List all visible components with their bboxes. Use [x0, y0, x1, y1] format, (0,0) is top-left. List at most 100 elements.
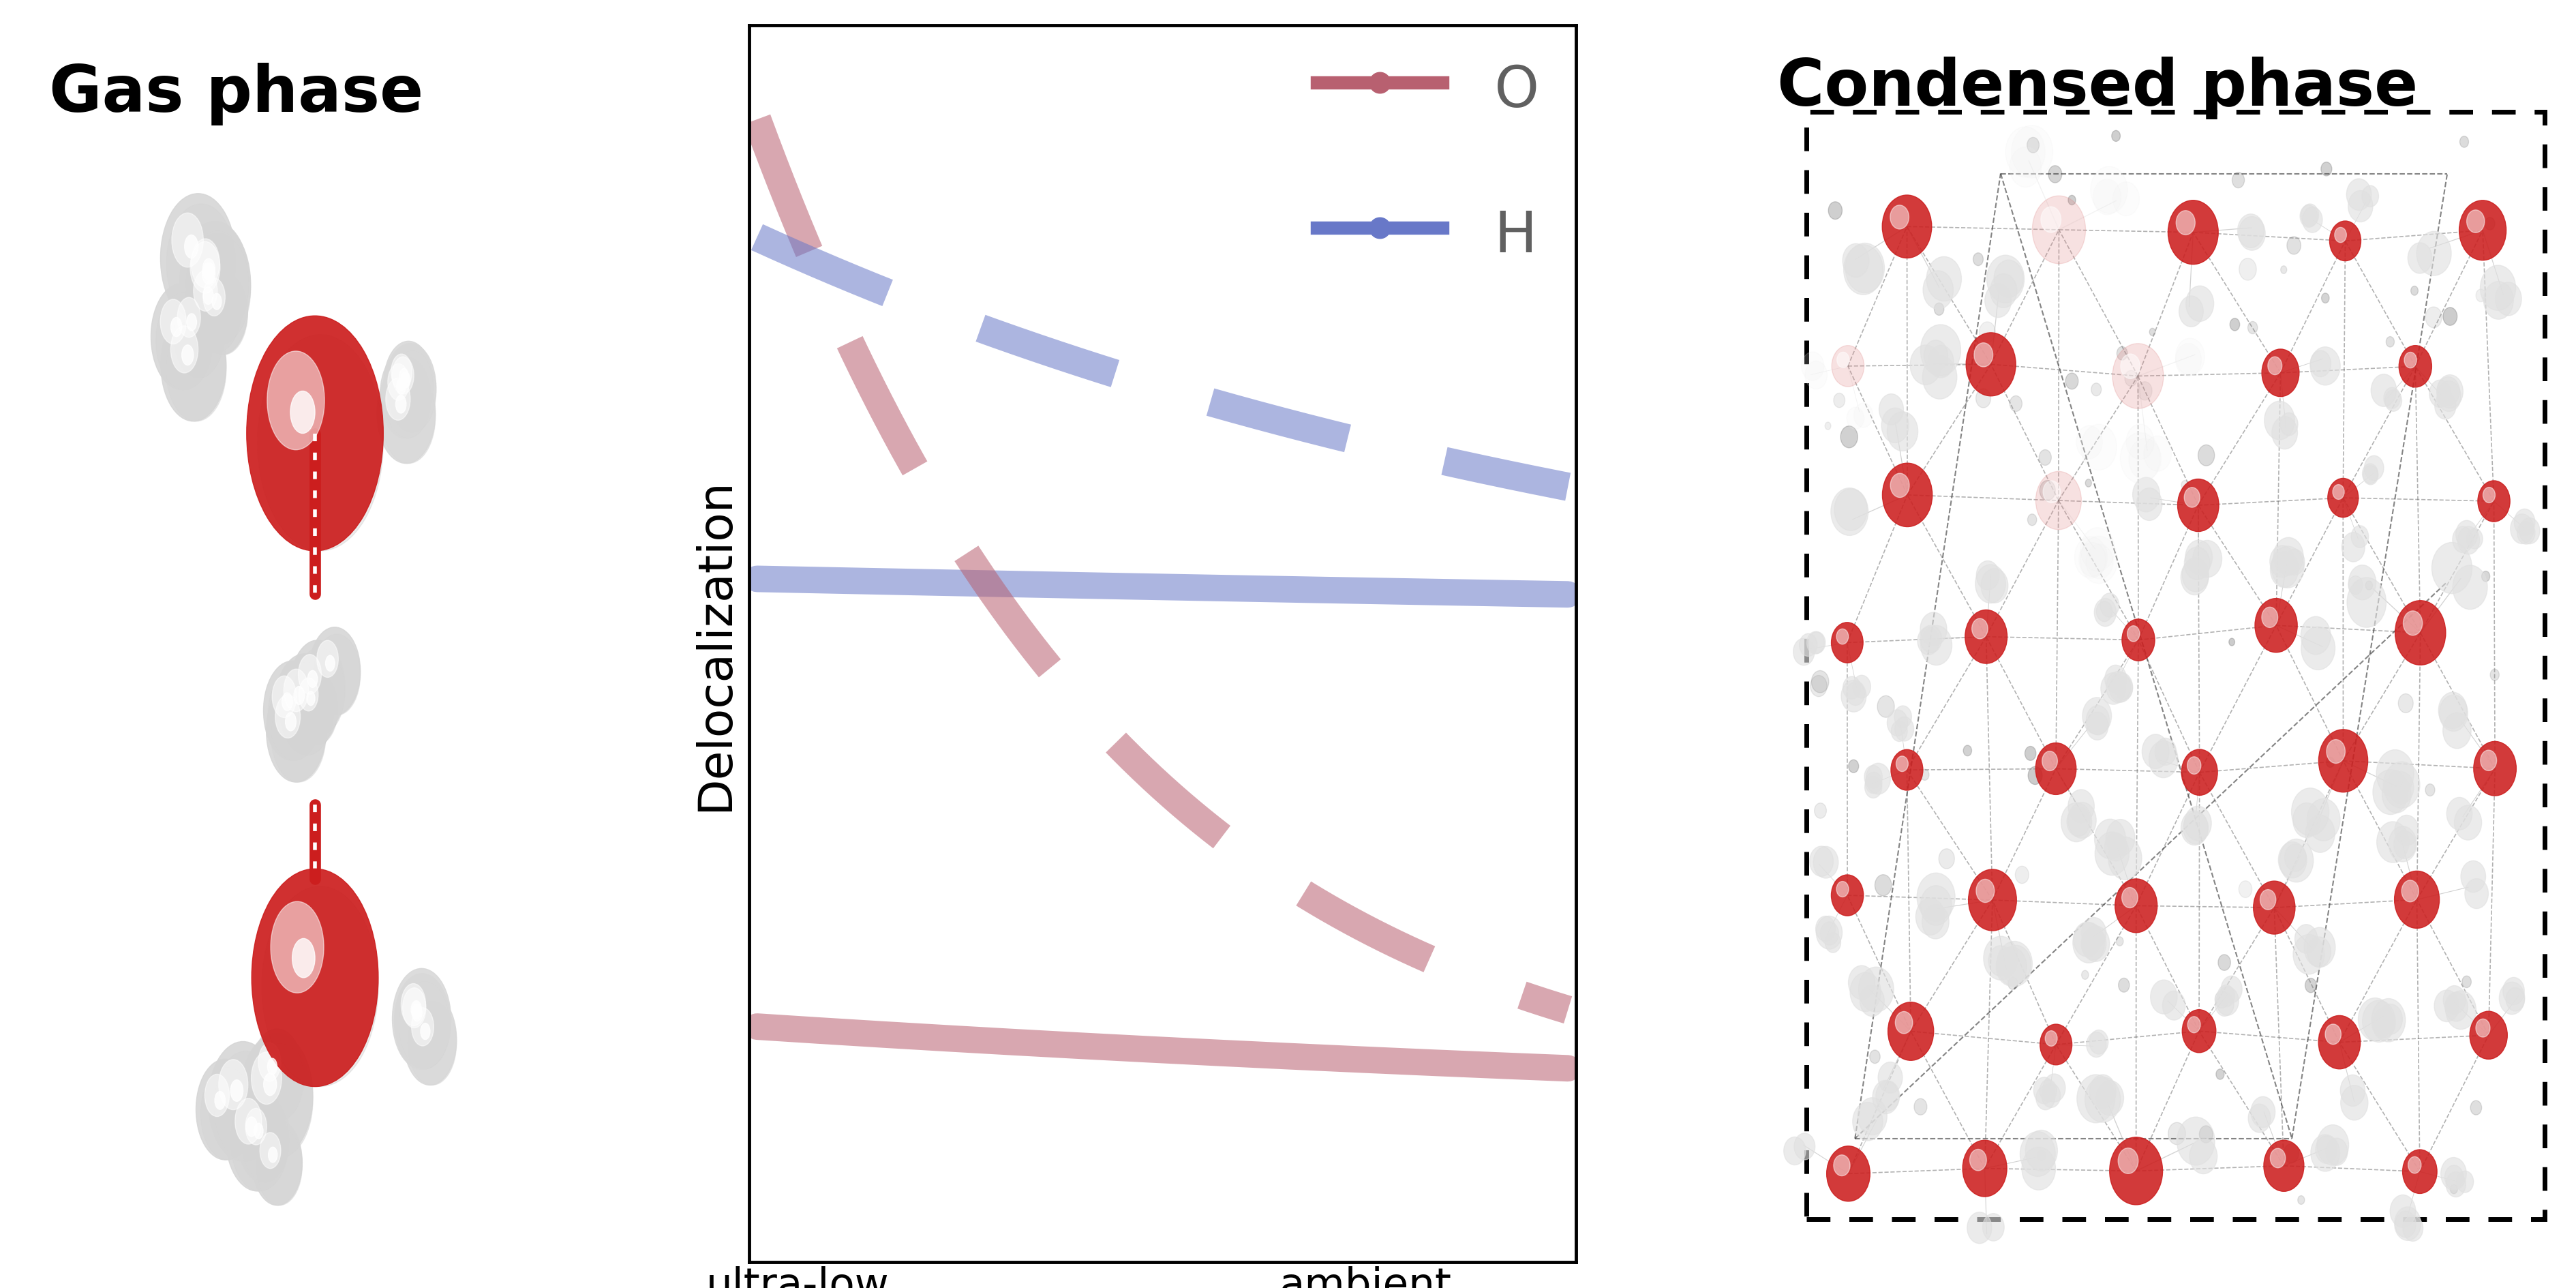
Circle shape — [2215, 993, 2233, 1016]
Circle shape — [2012, 126, 2053, 179]
Circle shape — [2027, 766, 2043, 784]
Circle shape — [1857, 1097, 1886, 1135]
Circle shape — [1976, 562, 1999, 590]
Circle shape — [2424, 308, 2442, 328]
Circle shape — [2115, 677, 2133, 699]
Circle shape — [1832, 346, 1862, 388]
Circle shape — [2071, 922, 2105, 963]
Circle shape — [2465, 529, 2483, 549]
Circle shape — [2326, 1139, 2347, 1166]
Circle shape — [1857, 967, 1893, 1012]
Circle shape — [2403, 1216, 2421, 1242]
Circle shape — [2445, 990, 2476, 1029]
Circle shape — [2476, 1019, 2488, 1037]
Circle shape — [2269, 1149, 2285, 1168]
Circle shape — [1834, 394, 1844, 408]
Circle shape — [2393, 815, 2419, 846]
Circle shape — [2251, 1096, 2275, 1127]
Circle shape — [268, 1148, 278, 1163]
Circle shape — [2110, 672, 2133, 702]
Circle shape — [1832, 488, 1868, 536]
Circle shape — [412, 1001, 422, 1019]
Circle shape — [2437, 377, 2460, 406]
Circle shape — [281, 693, 291, 711]
Circle shape — [1984, 285, 2012, 318]
Circle shape — [309, 627, 361, 716]
Circle shape — [1865, 773, 1880, 793]
Circle shape — [2445, 1172, 2465, 1197]
Circle shape — [173, 291, 224, 379]
Circle shape — [2094, 599, 2115, 627]
Circle shape — [2174, 344, 2200, 376]
Circle shape — [2439, 696, 2468, 732]
Circle shape — [2470, 1011, 2506, 1059]
Circle shape — [2460, 137, 2468, 148]
Circle shape — [2455, 805, 2481, 840]
Circle shape — [1917, 873, 1955, 922]
Circle shape — [2303, 927, 2334, 967]
Circle shape — [2398, 694, 2414, 714]
Circle shape — [2009, 147, 2040, 188]
Circle shape — [1891, 750, 1922, 791]
Circle shape — [1852, 675, 1870, 698]
Circle shape — [2295, 925, 2316, 953]
Circle shape — [1819, 922, 1839, 945]
Circle shape — [2375, 822, 2409, 863]
Circle shape — [2349, 526, 2367, 549]
Circle shape — [2478, 482, 2509, 522]
Circle shape — [2081, 929, 2105, 960]
Circle shape — [2166, 201, 2218, 265]
Circle shape — [1996, 942, 2032, 987]
Circle shape — [283, 670, 309, 712]
Circle shape — [2009, 397, 2022, 412]
Circle shape — [2365, 456, 2383, 480]
Circle shape — [1878, 696, 1893, 717]
Circle shape — [2215, 990, 2228, 1009]
Circle shape — [1878, 394, 1904, 425]
Circle shape — [191, 264, 242, 353]
Circle shape — [2190, 1139, 2215, 1173]
Circle shape — [2269, 546, 2303, 589]
Circle shape — [2115, 878, 2156, 933]
Circle shape — [2187, 757, 2200, 774]
Circle shape — [2306, 815, 2334, 853]
Circle shape — [2079, 542, 2105, 577]
Circle shape — [260, 1132, 281, 1168]
Circle shape — [2231, 173, 2244, 188]
Circle shape — [1878, 1063, 1901, 1094]
Circle shape — [381, 371, 435, 464]
Circle shape — [2437, 381, 2460, 412]
Circle shape — [286, 712, 296, 732]
Circle shape — [2362, 464, 2378, 484]
Circle shape — [2445, 992, 2468, 1021]
Circle shape — [325, 656, 335, 671]
Circle shape — [263, 1073, 276, 1096]
Circle shape — [2177, 1117, 2215, 1166]
Circle shape — [240, 1033, 312, 1158]
Circle shape — [2133, 478, 2159, 513]
Circle shape — [2045, 1030, 2056, 1046]
Circle shape — [2094, 819, 2125, 859]
Circle shape — [402, 372, 410, 389]
Circle shape — [2324, 1024, 2342, 1045]
Circle shape — [209, 1042, 278, 1162]
Circle shape — [2174, 339, 2205, 376]
Circle shape — [2184, 286, 2213, 322]
Circle shape — [2228, 639, 2233, 647]
Circle shape — [1808, 632, 1824, 654]
Circle shape — [2300, 627, 2334, 670]
Circle shape — [1927, 258, 1960, 301]
Circle shape — [237, 1095, 289, 1182]
Circle shape — [270, 688, 325, 782]
Circle shape — [2465, 878, 2488, 909]
Circle shape — [1994, 260, 2022, 298]
Circle shape — [2401, 1150, 2437, 1194]
Circle shape — [1986, 256, 2025, 304]
Circle shape — [1981, 569, 2007, 603]
Circle shape — [2321, 162, 2331, 176]
Circle shape — [381, 352, 430, 439]
Circle shape — [2318, 730, 2367, 792]
Circle shape — [2409, 1157, 2421, 1173]
Circle shape — [1847, 760, 1857, 773]
Circle shape — [2179, 811, 2208, 845]
